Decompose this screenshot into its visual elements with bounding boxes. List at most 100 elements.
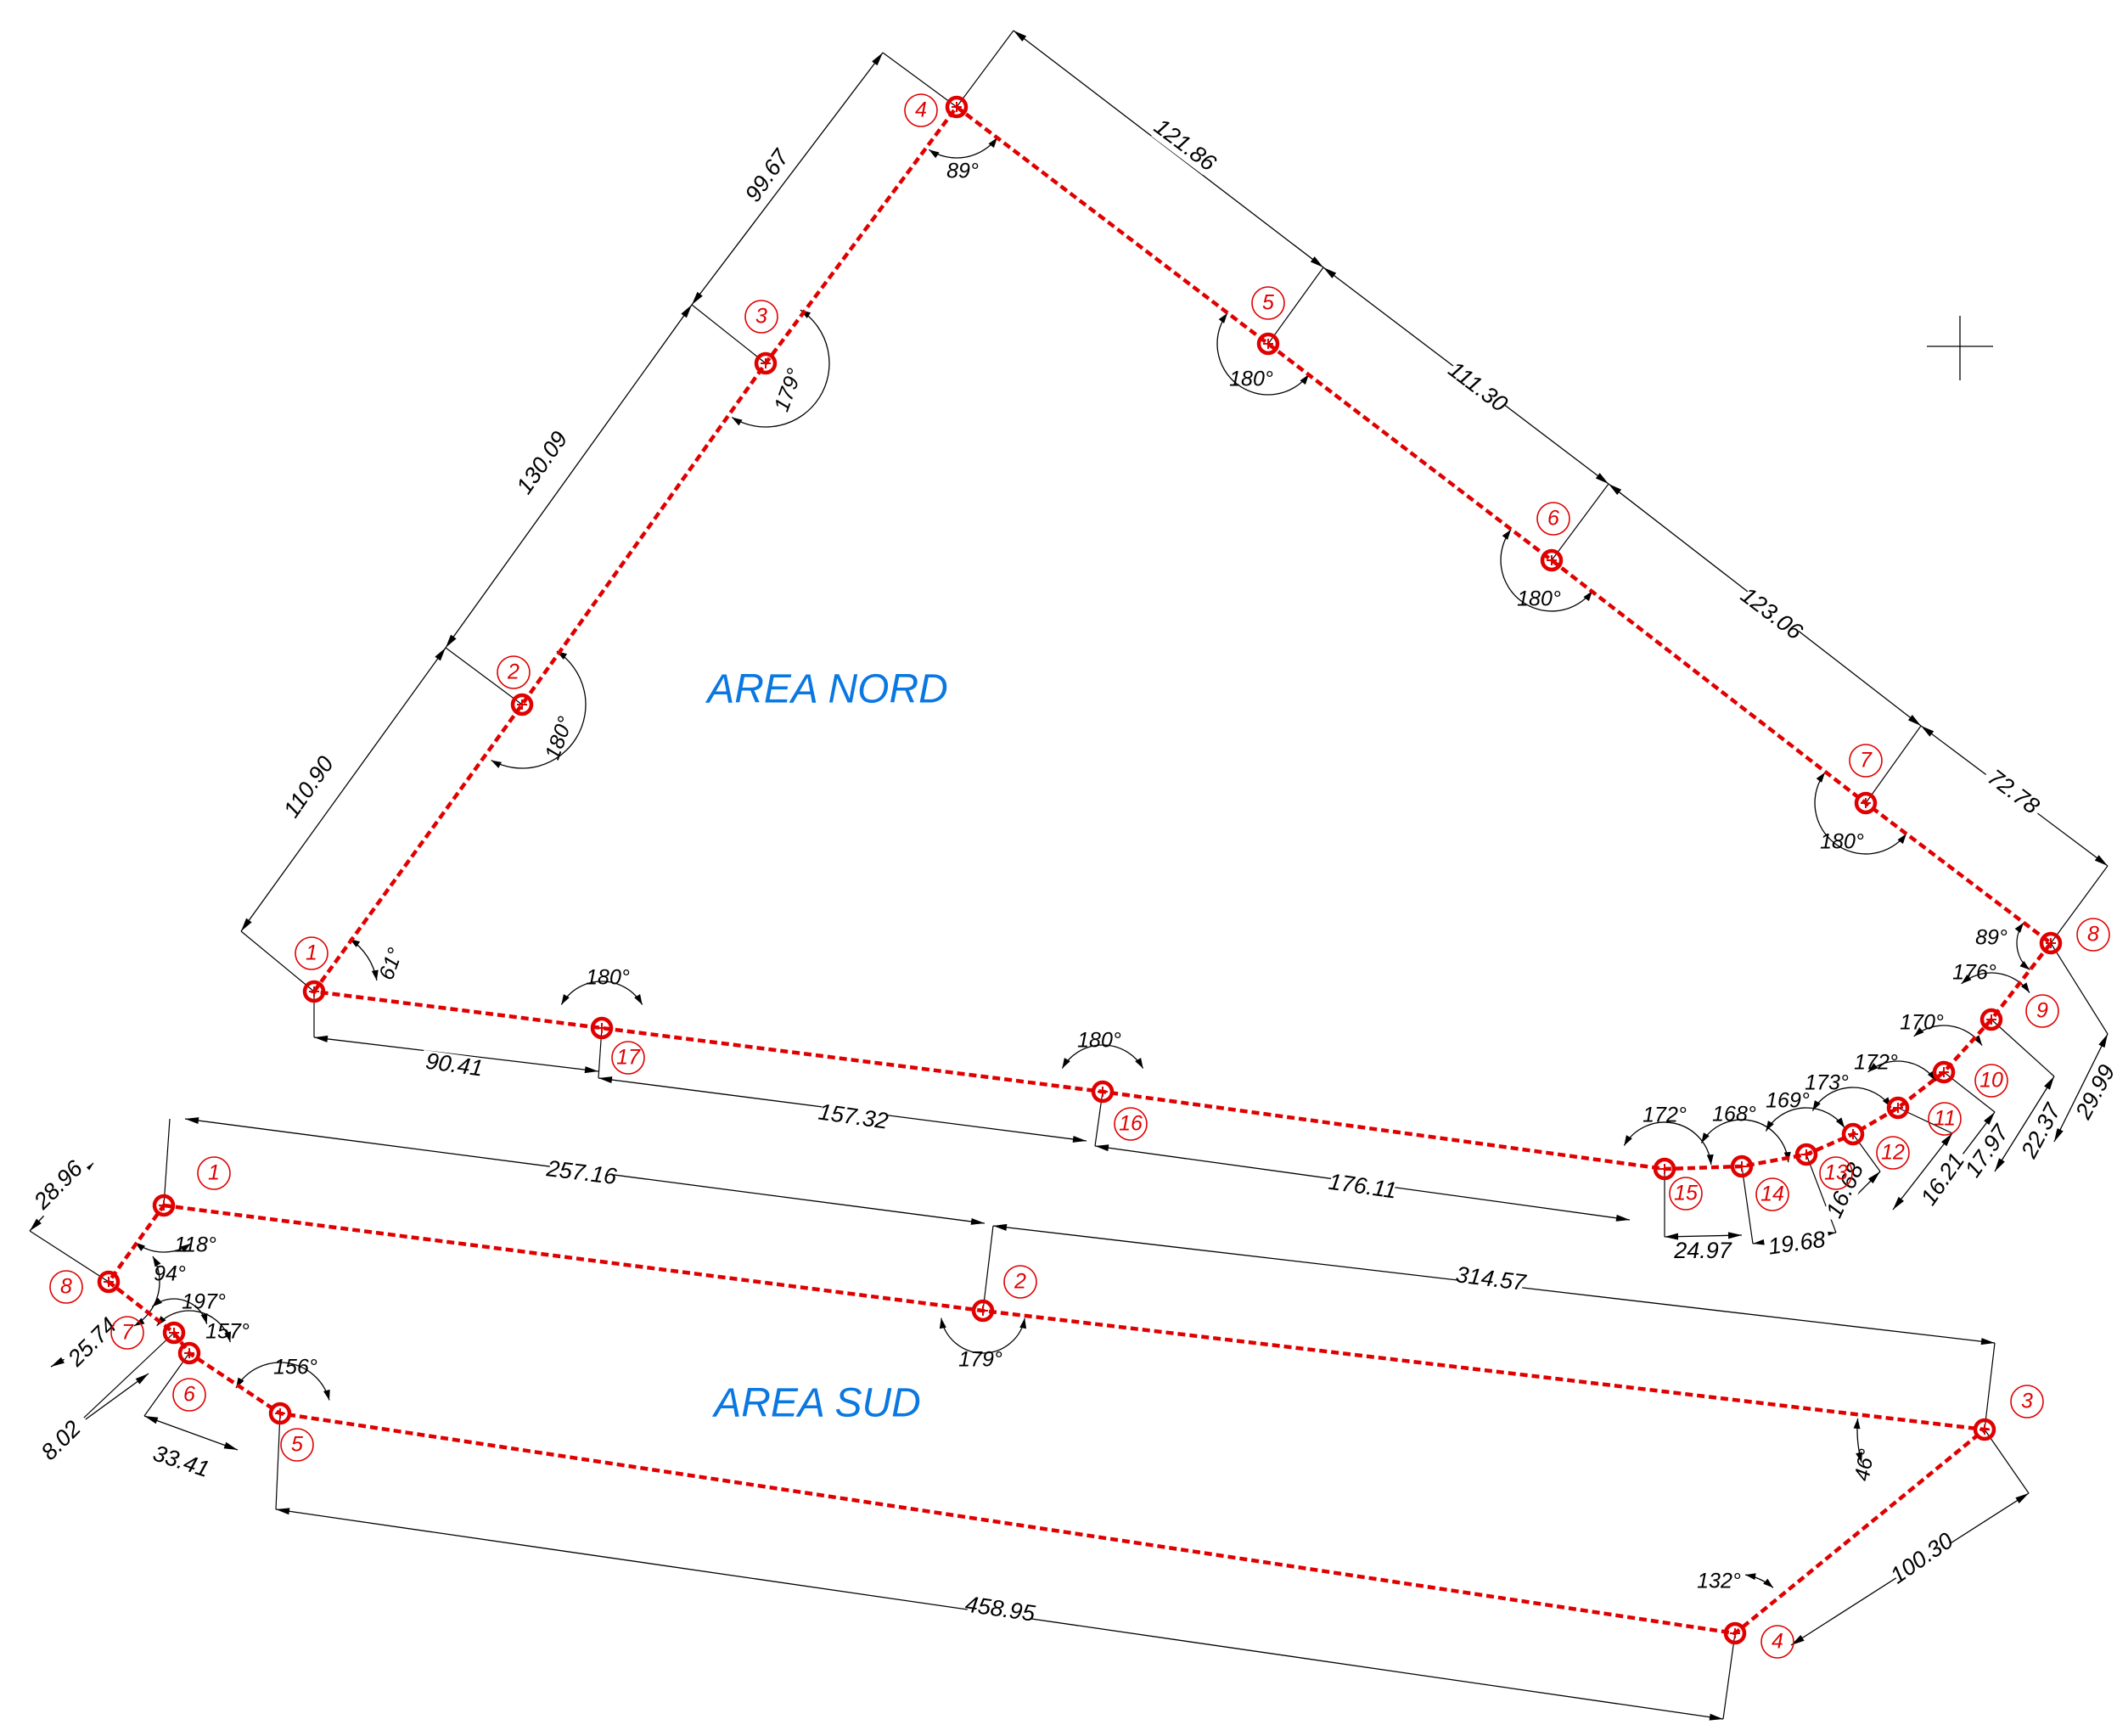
arrowhead — [872, 53, 883, 66]
dimension-line — [2053, 1033, 2109, 1143]
dimension-label: 458.95 — [963, 1592, 1037, 1626]
arc-arrowhead — [2020, 982, 2030, 993]
dimension-label: 176.11 — [1327, 1169, 1398, 1204]
arc-arrowhead — [491, 760, 503, 768]
dimension-label-bg — [2070, 1058, 2117, 1127]
dimension-label-bg — [420, 1049, 488, 1083]
point-number: 4 — [915, 98, 927, 122]
dimension-line — [1994, 1076, 2055, 1172]
angle-label: 197° — [182, 1290, 226, 1314]
angle-arc — [349, 938, 378, 981]
point-number: 7 — [1860, 749, 1873, 772]
arc-arrowhead — [323, 1389, 330, 1401]
extension-line — [163, 1118, 171, 1206]
dimension-label: 16.21 — [1916, 1149, 1969, 1211]
vertex-markers — [97, 95, 2063, 1645]
dimension-label: 33.41 — [150, 1441, 213, 1482]
angle-label: 180° — [1077, 1029, 1121, 1053]
arrowhead — [681, 305, 692, 318]
dimension-label-bg — [1328, 1171, 1396, 1205]
arc-arrowhead — [1816, 772, 1826, 783]
dimension-label-bg — [1915, 1146, 1973, 1214]
arrowhead — [1921, 726, 1934, 737]
arc-arrowhead — [1867, 1063, 1878, 1072]
extension-line — [1267, 267, 1324, 345]
arrowhead — [1609, 484, 1622, 495]
dimension-label: 111.30 — [1444, 357, 1513, 417]
extension-line — [1865, 725, 1922, 804]
vertex-marker — [1794, 1143, 1818, 1166]
vertex-marker — [162, 1321, 186, 1345]
point-number: 2 — [507, 660, 519, 684]
vertex-marker — [2039, 931, 2063, 955]
point-number: 1 — [208, 1161, 220, 1185]
angle-label: 180° — [1229, 368, 1273, 391]
extension-line — [1984, 1429, 2030, 1494]
angle-label: 46° — [1850, 1447, 1879, 1483]
point-number-circle — [744, 300, 778, 334]
dimension-label-bg — [1889, 1531, 1957, 1588]
vertex-marker — [1841, 1122, 1865, 1146]
arrowhead — [1095, 1144, 1109, 1152]
dimension-label-bg — [1979, 763, 2046, 823]
dimension-label-bg — [1763, 1228, 1831, 1261]
arc-arrowhead — [2014, 922, 2024, 933]
point-number: 15 — [1674, 1182, 1698, 1205]
point-number: 6 — [183, 1383, 195, 1407]
point-number: 1 — [306, 941, 317, 965]
angle-arc — [491, 650, 587, 769]
angle-arc — [928, 137, 998, 159]
extension-line — [275, 1413, 281, 1510]
arc-arrowhead — [1701, 1132, 1710, 1143]
vertex-marker — [1256, 332, 1280, 356]
arrowhead — [435, 648, 446, 661]
dimension-label-bg — [739, 143, 797, 211]
arc-arrowhead — [1745, 1573, 1756, 1581]
arrowhead — [1907, 715, 1921, 726]
point-number: 3 — [755, 305, 767, 329]
arrowhead — [1727, 1232, 1742, 1239]
dimension-label-bg — [146, 1441, 216, 1485]
extension-line — [445, 647, 523, 705]
angle-label: 176° — [1952, 961, 1996, 985]
angle-arcs — [133, 137, 2030, 1588]
vertex-marker — [1730, 1155, 1754, 1178]
dimension-label: 110.90 — [278, 751, 339, 822]
arrowhead — [1665, 1233, 1679, 1240]
dimension-label-bg — [966, 1593, 1034, 1627]
arrowhead — [1615, 1214, 1630, 1222]
vertex-marker — [971, 1299, 995, 1323]
arc-arrowhead — [988, 138, 997, 149]
vertex-marker — [1854, 791, 1878, 815]
extension-line — [1984, 1342, 1996, 1430]
arc-arrowhead — [1583, 591, 1592, 602]
point-number: 13 — [1824, 1161, 1848, 1185]
arrowhead — [1941, 1133, 1952, 1147]
arrowhead — [185, 1117, 199, 1125]
angle-label: 180° — [1517, 587, 1561, 611]
arrowhead — [135, 1374, 149, 1385]
vertex-marker — [754, 351, 778, 375]
dimension-label: 24.97 — [1673, 1238, 1732, 1263]
dimension-label-bg — [1738, 585, 1804, 644]
arc-arrowhead — [732, 417, 743, 426]
dimension-label-bg — [281, 754, 339, 822]
arc-arrowhead — [1019, 1317, 1027, 1329]
arc-arrowhead — [1624, 1135, 1632, 1146]
boundaries — [105, 104, 2054, 1636]
arrowhead — [1980, 1338, 1995, 1346]
point-number-circle — [2010, 1385, 2044, 1419]
angle-label: 156° — [273, 1356, 317, 1379]
arrowhead — [1323, 267, 1337, 278]
angle-label: 132° — [1697, 1570, 1741, 1593]
point-number-circle — [1876, 1136, 1910, 1170]
vertex-marker — [177, 1341, 201, 1365]
dimension-lines — [28, 30, 2117, 1721]
dimension-line — [691, 52, 884, 306]
dimension-label: 90.41 — [424, 1048, 485, 1081]
point-number-circle — [280, 1428, 314, 1462]
arc-arrowhead — [200, 1313, 208, 1324]
dimension-label: 157.32 — [817, 1099, 890, 1134]
extension-line — [982, 1225, 994, 1312]
arrowhead — [1984, 1112, 1995, 1126]
